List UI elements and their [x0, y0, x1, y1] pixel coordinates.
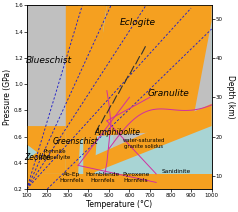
Text: Pyroxene
Hornfels: Pyroxene Hornfels	[122, 172, 149, 183]
Text: water-saturated
granite solidus: water-saturated granite solidus	[123, 138, 165, 149]
Text: Eclogite: Eclogite	[120, 18, 156, 27]
Y-axis label: Depth (km): Depth (km)	[226, 75, 234, 119]
Y-axis label: Pressure (GPa): Pressure (GPa)	[4, 69, 12, 125]
Text: Sanidinite: Sanidinite	[162, 169, 191, 174]
Polygon shape	[27, 126, 66, 174]
Text: Prehnite
Pumpellyite: Prehnite Pumpellyite	[39, 149, 71, 160]
Polygon shape	[84, 6, 212, 58]
Text: Blueschist: Blueschist	[25, 56, 71, 65]
Polygon shape	[66, 6, 88, 174]
Polygon shape	[88, 6, 212, 137]
Polygon shape	[113, 6, 212, 150]
Text: Zeolite: Zeolite	[24, 153, 51, 162]
Text: Greenschist: Greenschist	[52, 137, 98, 146]
Polygon shape	[90, 104, 212, 174]
Text: Amphibolite: Amphibolite	[94, 128, 140, 137]
Text: Ab-Ep
Hornfels: Ab-Ep Hornfels	[59, 172, 84, 183]
Polygon shape	[27, 174, 212, 189]
Polygon shape	[27, 144, 66, 174]
X-axis label: Temperature (°C): Temperature (°C)	[86, 199, 152, 209]
Polygon shape	[83, 6, 105, 174]
Text: Hornblende
Hornfels: Hornblende Hornfels	[85, 172, 119, 183]
Polygon shape	[27, 6, 88, 126]
Polygon shape	[78, 6, 107, 143]
Text: Granulite: Granulite	[148, 89, 189, 98]
